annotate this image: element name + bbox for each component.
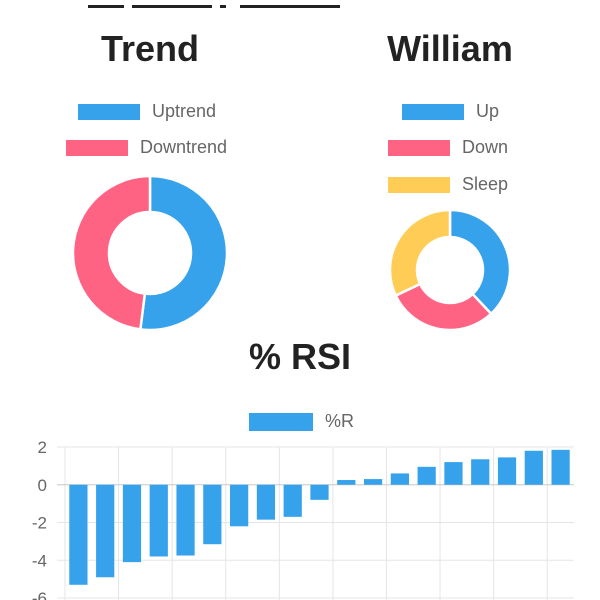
legend-swatch-up (402, 103, 464, 120)
rsi-bar-11[interactable] (337, 480, 356, 485)
legend-item-down[interactable]: Down (388, 137, 508, 158)
y-tick-label: -6 (32, 589, 47, 600)
legend-label-up: Up (476, 101, 500, 121)
legend-label-r: %R (325, 411, 355, 431)
cropped-top-content (0, 0, 600, 8)
rsi-bar-16[interactable] (471, 459, 490, 485)
rsi-bar-4[interactable] (149, 484, 168, 557)
rsi-chart-panel: % RSI %R 2 0 -2 -4 -6 (0, 330, 600, 600)
legend-label-down: Down (462, 137, 509, 157)
rsi-bar-17[interactable] (497, 457, 517, 485)
legend-swatch-sleep (388, 176, 450, 193)
legend-swatch-down (388, 139, 450, 156)
fragment-1 (88, 5, 124, 8)
y-tick-label: -2 (32, 514, 47, 533)
trend-slice-downtrend[interactable] (71, 174, 152, 331)
rsi-chart-title: % RSI (248, 336, 352, 377)
legend-swatch-downtrend (66, 139, 128, 156)
rsi-bar-5[interactable] (176, 484, 195, 556)
legend-item-r[interactable]: %R (249, 411, 354, 432)
rsi-bar-9[interactable] (283, 484, 302, 517)
legend-item-downtrend[interactable]: Downtrend (66, 137, 227, 158)
trend-chart-panel: Trend Uptrend Downtrend (0, 20, 300, 340)
rsi-bar-chart: 2 0 -2 -4 -6 (32, 438, 574, 600)
legend-item-uptrend[interactable]: Uptrend (78, 101, 216, 122)
rsi-bar-18[interactable] (524, 450, 543, 485)
y-tick-label: -4 (32, 551, 47, 570)
fragment-4 (240, 5, 340, 8)
rsi-bar-7[interactable] (230, 484, 249, 527)
rsi-bar-2[interactable] (96, 484, 115, 578)
y-tick-label: 2 (38, 438, 47, 457)
rsi-bar-8[interactable] (256, 484, 276, 520)
legend-swatch-uptrend (78, 103, 140, 120)
rsi-bar-14[interactable] (417, 466, 436, 485)
legend-swatch-r (249, 412, 313, 431)
rsi-bar-1[interactable] (69, 484, 88, 585)
william-chart-panel: William Up Down Sleep (300, 20, 600, 340)
legend-label-uptrend: Uptrend (152, 101, 217, 121)
william-chart-title: William (387, 28, 513, 69)
william-slice-up[interactable] (448, 208, 512, 316)
fragment-2 (132, 5, 212, 8)
legend-label-downtrend: Downtrend (140, 137, 228, 157)
rsi-bar-10[interactable] (310, 484, 329, 500)
rsi-bar-19[interactable] (551, 449, 570, 485)
rsi-bar-15[interactable] (444, 462, 463, 485)
rsi-bar-12[interactable] (363, 479, 383, 485)
trend-chart-title: Trend (100, 28, 199, 69)
william-slice-down[interactable] (394, 282, 493, 332)
rsi-bar-13[interactable] (390, 473, 409, 485)
legend-label-sleep: Sleep (462, 174, 509, 194)
rsi-bar-6[interactable] (203, 484, 222, 545)
legend-item-sleep[interactable]: Sleep (388, 174, 508, 195)
y-tick-label: 0 (38, 476, 47, 495)
cropped-heading-fragments (88, 5, 340, 8)
rsi-bar-3[interactable] (122, 484, 142, 563)
fragment-3 (220, 5, 226, 8)
william-slice-sleep[interactable] (388, 208, 452, 298)
legend-item-up[interactable]: Up (402, 101, 499, 122)
trend-slice-uptrend[interactable] (138, 174, 229, 332)
